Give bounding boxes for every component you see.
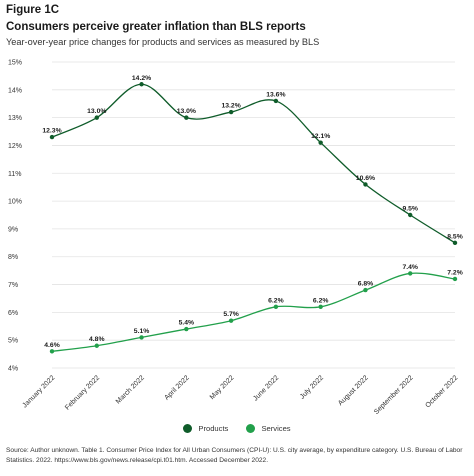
- x-tick-label: October 2022: [424, 374, 459, 409]
- y-tick-label: 6%: [8, 310, 18, 317]
- data-point-services: [363, 287, 368, 293]
- data-label-products: 13.6%: [266, 91, 285, 98]
- data-label-products: 13.0%: [87, 108, 106, 115]
- data-label-services: 5.7%: [223, 311, 239, 318]
- x-tick-label: April 2022: [164, 374, 191, 401]
- data-point-services: [94, 343, 99, 348]
- data-point-services: [49, 349, 55, 354]
- legend-swatch-products: [183, 424, 193, 433]
- series-line-products: [51, 83, 456, 244]
- chart-title: Consumers perceive greater inflation tha…: [6, 21, 306, 33]
- y-tick-label: 8%: [8, 254, 18, 261]
- y-tick-label: 12%: [8, 143, 22, 150]
- y-tick-label: 7%: [8, 282, 18, 289]
- data-label-products: 10.6%: [356, 175, 375, 182]
- data-point-products: [139, 82, 144, 87]
- legend-item-products[interactable]: Products: [183, 424, 228, 433]
- data-label-services: 5.4%: [179, 320, 195, 327]
- data-point-products: [408, 212, 413, 218]
- data-point-services: [184, 326, 189, 332]
- data-label-services: 4.6%: [44, 342, 60, 349]
- data-point-services: [273, 304, 279, 309]
- source-note: Source: Author unknown. Table 1. Consume…: [6, 447, 463, 464]
- x-tick-label: February 2022: [64, 374, 101, 411]
- y-tick-label: 15%: [8, 60, 22, 67]
- data-label-services: 6.2%: [268, 297, 284, 304]
- data-label-services: 7.2%: [447, 269, 463, 276]
- legend-item-services[interactable]: Services: [246, 424, 291, 433]
- x-tick-label: September 2022: [373, 374, 415, 416]
- x-tick-label: March 2022: [115, 374, 146, 405]
- data-point-services: [408, 271, 413, 276]
- y-tick-label: 10%: [8, 199, 22, 206]
- data-label-services: 4.8%: [89, 336, 105, 343]
- data-point-services: [139, 335, 144, 340]
- x-tick-label: June 2022: [252, 374, 280, 402]
- data-point-products: [184, 115, 189, 120]
- x-tick-label: August 2022: [337, 374, 370, 407]
- y-tick-label: 5%: [8, 338, 18, 345]
- x-tick-label: May 2022: [209, 374, 236, 401]
- data-point-services: [318, 304, 323, 309]
- data-point-products: [318, 140, 323, 145]
- chart-subtitle: Year-over-year price changes for product…: [6, 37, 320, 47]
- data-label-services: 5.1%: [134, 328, 150, 335]
- data-point-products: [49, 134, 55, 140]
- data-point-services: [452, 276, 458, 282]
- data-point-services: [228, 318, 234, 323]
- y-tick-label: 14%: [8, 87, 22, 94]
- y-tick-label: 4%: [8, 366, 18, 373]
- x-tick-label: July 2022: [299, 374, 325, 400]
- data-point-products: [452, 240, 458, 246]
- data-point-products: [363, 182, 368, 187]
- legend-swatch-services: [246, 424, 256, 433]
- data-label-services: 6.2%: [313, 297, 329, 304]
- data-label-products: 14.2%: [132, 75, 151, 82]
- figure-label: Figure 1C: [6, 4, 60, 16]
- data-label-products: 8.5%: [447, 233, 463, 240]
- data-point-products: [94, 115, 99, 120]
- series-line-services: [51, 272, 456, 352]
- data-point-products: [273, 98, 279, 104]
- y-tick-label: 13%: [8, 115, 22, 122]
- legend-label-products: Products: [198, 424, 229, 433]
- x-tick-label: January 2022: [21, 374, 56, 409]
- data-label-services: 7.4%: [402, 264, 418, 271]
- data-label-products: 12.1%: [311, 133, 330, 140]
- data-point-products: [228, 109, 234, 115]
- data-label-products: 9.5%: [402, 206, 418, 213]
- data-label-products: 13.2%: [221, 103, 240, 110]
- data-label-products: 12.3%: [42, 128, 61, 135]
- legend-label-services: Services: [261, 424, 291, 433]
- line-chart: 4% 5% 6% 7% 8% 9% 10% 11% 12% 13% 14% 15% January 20…: [8, 60, 463, 417]
- legend: Products Services: [0, 424, 474, 435]
- y-tick-label: 11%: [8, 171, 22, 178]
- data-label-products: 13.0%: [177, 108, 196, 115]
- data-label-services: 6.8%: [358, 281, 374, 288]
- y-tick-label: 9%: [8, 226, 18, 233]
